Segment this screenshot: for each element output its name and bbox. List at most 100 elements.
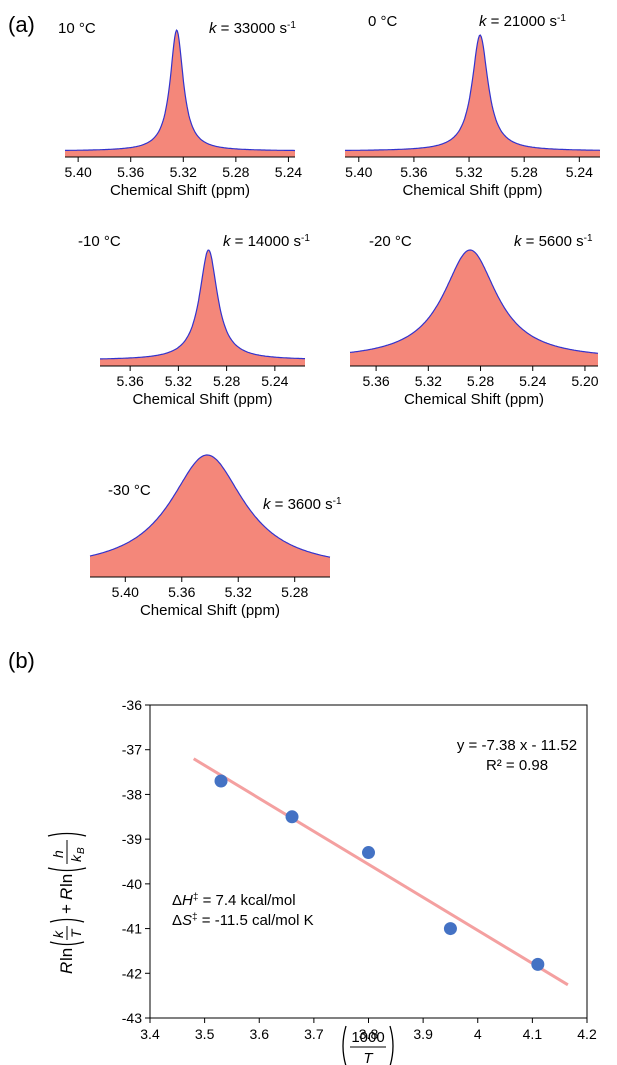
rate-constant-label: k = 21000 s-1 (479, 13, 566, 31)
y-tick-label: -36 (122, 697, 142, 713)
rate-constant-label: k = 14000 s-1 (223, 233, 310, 251)
numerator-1000: 1000 (351, 1029, 384, 1046)
temperature-label: -10 °C (78, 233, 121, 250)
x-tick-label: 5.32 (165, 373, 192, 389)
x-tick-label: 5.20 (571, 373, 598, 389)
data-point (214, 774, 228, 788)
x-tick-label: 5.24 (566, 164, 593, 180)
spectrum-line (100, 249, 305, 360)
data-point (362, 846, 375, 860)
x-tick-label: 5.40 (65, 164, 92, 180)
x-tick-label: 5.36 (168, 584, 195, 600)
r-squared: R² = 0.98 (486, 757, 548, 774)
fit-equation: y = -7.38 x - 11.52 (457, 737, 577, 754)
x-tick-label: 4.1 (523, 1026, 543, 1042)
spectrum-fill (345, 35, 600, 157)
y-tick-label: -43 (122, 1010, 142, 1026)
temperature-label: 0 °C (368, 13, 398, 30)
x-tick-label: 3.9 (413, 1026, 433, 1042)
spectrum-panel: 5.36 5.32 5.28 5.24 Chemical Shift (ppm) -10 … (78, 233, 310, 409)
symbol-h: h (50, 850, 66, 858)
denominator-T: T (363, 1050, 374, 1065)
x-tick-label: 3.4 (140, 1026, 160, 1042)
spectrum-fill (350, 250, 598, 366)
y-tick-label: -38 (122, 786, 142, 802)
symbol-R: R (57, 888, 76, 900)
spectrum-fill (65, 30, 295, 158)
temperature-label: -30 °C (108, 482, 151, 499)
symbol-plus: + (57, 904, 76, 914)
x-tick-label: 5.32 (225, 584, 252, 600)
data-point (531, 957, 545, 971)
x-tick-label: 3.8 (359, 1026, 379, 1042)
x-tick-label: 4 (474, 1026, 482, 1042)
linear-fit-line (192, 757, 569, 987)
rate-constant-label: k = 3600 s-1 (263, 496, 342, 514)
eyring-plot: -36 -37 -38 -39 -40 -41 -42 -433.4 3.5 3.6 3.7 3.8 3… (47, 697, 597, 1065)
x-tick-label: 5.32 (170, 164, 197, 180)
spectrum-line (349, 249, 599, 354)
x-tick-label: 5.28 (213, 373, 240, 389)
panel-b-label: (b) (8, 648, 35, 673)
rate-constant-label: k = 5600 s-1 (514, 233, 593, 251)
x-axis-title: 1000 T (342, 1025, 394, 1065)
paren-close (47, 832, 87, 837)
enthalpy-label: ΔH‡ = 7.4 kcal/mol (172, 892, 296, 910)
x-tick-label: 3.7 (304, 1026, 324, 1042)
x-tick-label: 5.40 (345, 164, 372, 180)
symbol-ln: ln (57, 948, 76, 961)
x-tick-label: 5.40 (112, 584, 139, 600)
x-axis-title: Chemical Shift (ppm) (404, 391, 544, 408)
x-axis-title: Chemical Shift (ppm) (140, 602, 280, 619)
data-point (285, 810, 299, 824)
symbol-k: k (68, 854, 84, 862)
x-tick-label: 5.24 (519, 373, 546, 389)
spectrum-panel: 5.36 5.32 5.28 5.24 5.20 Chemical Shift (ppm)… (349, 233, 599, 408)
x-tick-label: 5.28 (511, 164, 538, 180)
nmr-spectra: 5.40 5.36 5.32 5.28 5.24 Chemical Shift (ppm)… (58, 13, 601, 619)
y-tick-label: -42 (122, 965, 142, 981)
paren-close (49, 918, 85, 923)
x-tick-label: 5.24 (261, 373, 288, 389)
x-tick-label: 5.24 (275, 164, 302, 180)
x-tick-label: 5.36 (117, 164, 144, 180)
spectrum-fill (90, 455, 330, 577)
x-tick-label: 5.36 (362, 373, 389, 389)
y-tick-label: -39 (122, 831, 142, 847)
x-tick-label: 5.36 (400, 164, 427, 180)
rate-constant-label: k = 33000 s-1 (209, 20, 296, 38)
spectrum-panel: 5.40 5.36 5.32 5.28 5.24 Chemical Shift (ppm)… (345, 13, 601, 199)
paren-open (47, 867, 87, 872)
spectrum-line (345, 34, 601, 151)
spectrum-panel: 5.40 5.36 5.32 5.28 5.24 Chemical Shift (ppm)… (58, 20, 302, 200)
symbol-T: T (68, 928, 84, 938)
x-tick-label: 3.5 (195, 1026, 215, 1042)
paren-open (49, 941, 85, 946)
entropy-label: ΔS‡ = -11.5 cal/mol K (172, 912, 314, 930)
x-tick-label: 5.28 (281, 584, 308, 600)
y-tick-label: -37 (122, 742, 142, 758)
y-tick-label: -40 (122, 876, 142, 892)
x-tick-label: 4.2 (577, 1026, 597, 1042)
temperature-label: 10 °C (58, 20, 96, 37)
x-tick-label: 5.36 (117, 373, 144, 389)
y-tick-label: -41 (122, 921, 142, 937)
symbol-B-subscript: B (76, 847, 87, 854)
x-axis-title: Chemical Shift (ppm) (402, 182, 542, 199)
panel-a-label: (a) (8, 12, 35, 37)
data-point (443, 922, 457, 936)
paren-open (342, 1025, 347, 1065)
x-axis-title: Chemical Shift (ppm) (110, 182, 250, 199)
x-axis-title: Chemical Shift (ppm) (132, 391, 272, 408)
symbol-ln: ln (57, 874, 76, 887)
spectrum-fill (100, 250, 305, 366)
x-tick-label: 5.32 (455, 164, 482, 180)
x-tick-label: 3.6 (250, 1026, 270, 1042)
spectrum-line (89, 454, 331, 558)
x-tick-label: 5.32 (415, 373, 442, 389)
temperature-label: -20 °C (369, 233, 412, 250)
paren-close (389, 1025, 394, 1065)
